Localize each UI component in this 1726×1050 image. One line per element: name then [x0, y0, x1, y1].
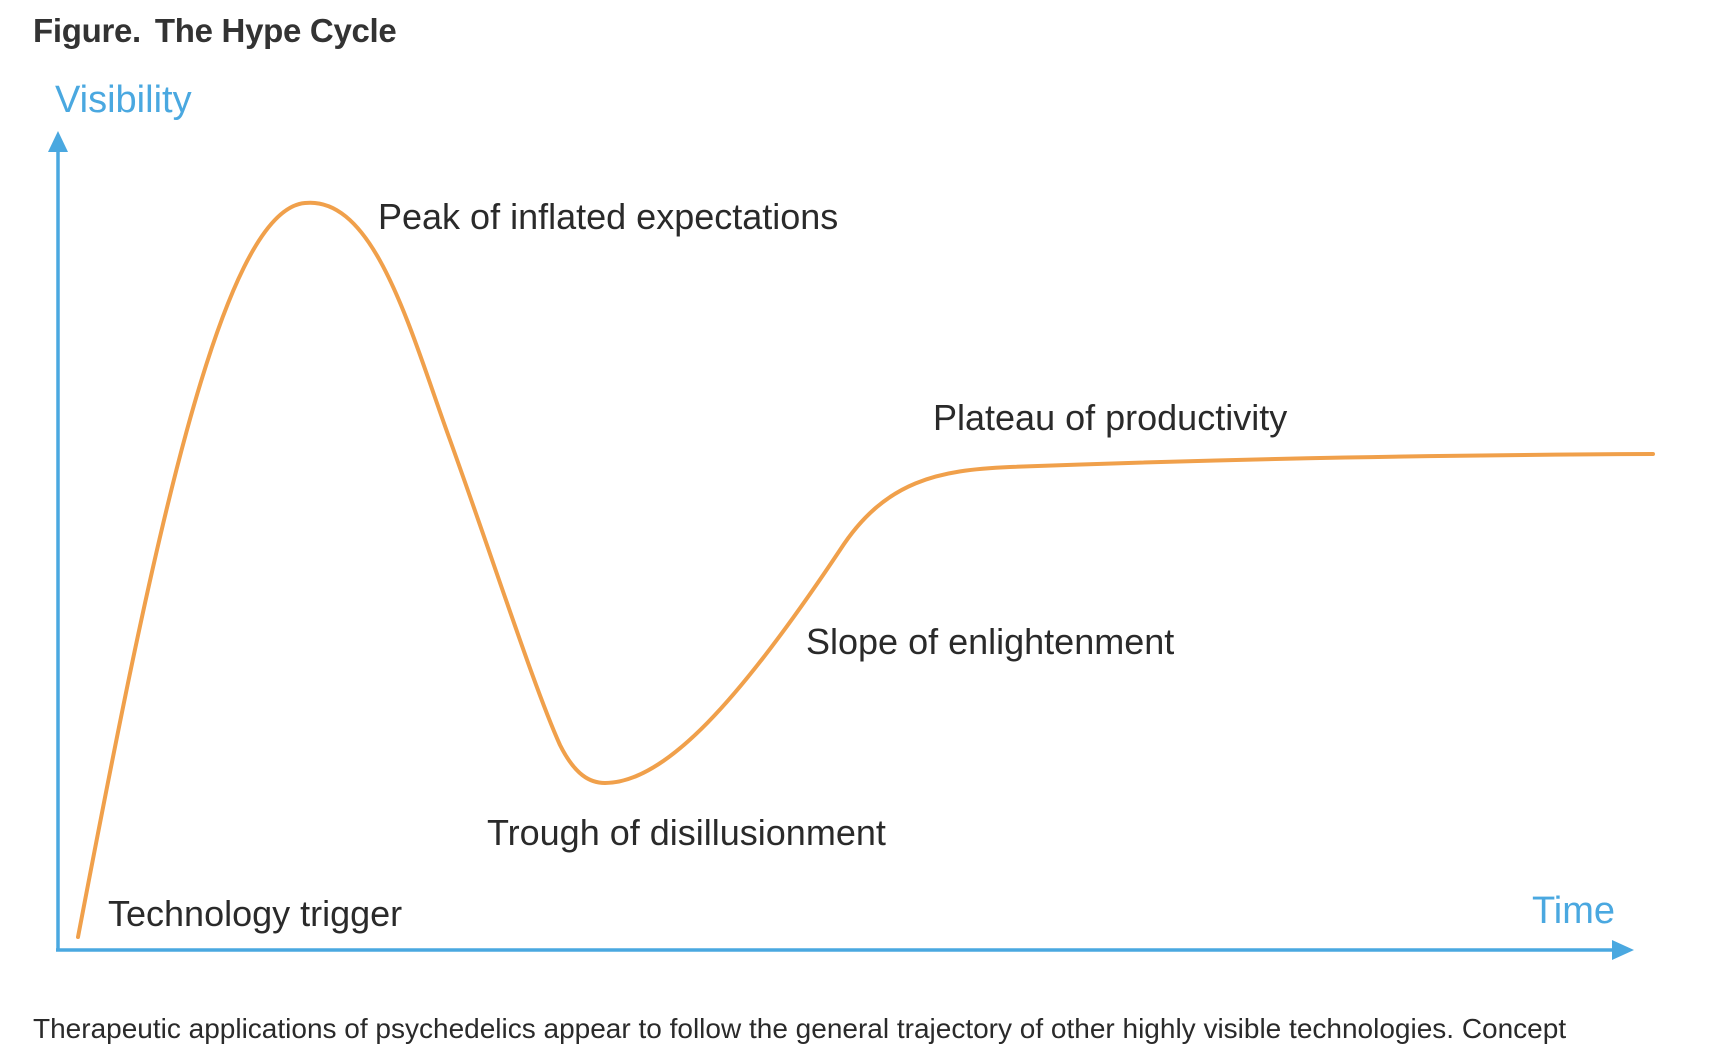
figure-caption: Therapeutic applications of psychedelics…: [33, 1013, 1567, 1044]
x-axis-arrowhead: [1612, 940, 1634, 960]
stage-label-plateau: Plateau of productivity: [933, 397, 1287, 438]
figure-label: Figure.: [33, 12, 141, 49]
figure-title: Figure. The Hype Cycle: [33, 12, 397, 50]
stage-label-slope: Slope of enlightenment: [806, 621, 1174, 662]
stage-label-peak: Peak of inflated expectations: [378, 196, 838, 237]
figure-title-text: The Hype Cycle: [154, 12, 397, 49]
y-axis-label: Visibility: [55, 79, 192, 121]
hype-cycle-diagram: Visibility Time Peak of inflated expecta…: [48, 79, 1655, 960]
stage-label-trough: Trough of disillusionment: [487, 812, 886, 853]
stage-label-technology-trigger: Technology trigger: [108, 893, 402, 934]
hype-curve: [76, 200, 1655, 939]
x-axis-label: Time: [1532, 890, 1615, 932]
y-axis-arrowhead: [48, 131, 68, 152]
